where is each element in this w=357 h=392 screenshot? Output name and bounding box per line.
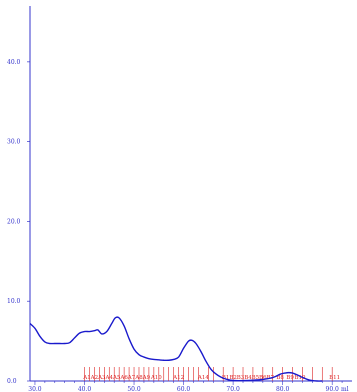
axes <box>27 6 352 385</box>
fraction-label: A14 <box>197 375 209 381</box>
fraction-label: A3 <box>97 375 106 381</box>
absorbance-series-line <box>29 316 323 382</box>
x-tick-label: 70.0 <box>226 386 240 392</box>
x-tick-label: 50.0 <box>127 386 141 392</box>
x-tick-label: 30.0 <box>28 386 42 392</box>
fraction-label: B5 <box>252 375 260 381</box>
fraction-label: B2 <box>229 375 237 381</box>
fraction-label: A1 <box>82 375 90 381</box>
fraction-label: A8 <box>134 375 143 381</box>
fraction-label: A2 <box>90 375 98 381</box>
fraction-label: B10 <box>294 375 306 381</box>
x-tick-label: 60.0 <box>177 386 191 392</box>
fraction-label: A4 <box>105 375 114 381</box>
y-tick-label: 30.0 <box>7 139 21 146</box>
series-layer <box>29 316 323 382</box>
fraction-label: A10 <box>150 375 162 381</box>
fraction-label: B8 <box>276 375 284 381</box>
fraction-label: A6 <box>119 375 128 381</box>
y-tick-label: 20.0 <box>7 218 21 225</box>
x-tick-label: 40.0 <box>78 386 92 392</box>
fraction-label: B1 <box>222 375 230 381</box>
fraction-label: B6 <box>259 375 267 381</box>
fraction-label: A9 <box>142 375 151 381</box>
fraction-label: B4 <box>244 375 252 381</box>
fraction-label: A12 <box>172 375 184 381</box>
y-tick-label: 10.0 <box>7 298 21 305</box>
fraction-label: B11 <box>329 375 340 381</box>
x-tick-label: 90.0 <box>326 386 340 392</box>
fraction-label: B3 <box>237 375 245 381</box>
fraction-label: A5 <box>112 375 121 381</box>
y-tick-label: 0.0 <box>7 378 17 385</box>
x-tick-label: 80.0 <box>276 386 290 392</box>
fraction-label: B9 <box>286 375 294 381</box>
tick-labels: 0.0 10.0 20.0 30.0 40.0 30.0 40.0 50.0 60.0 70.0 8… <box>7 59 349 392</box>
y-tick-label: 40.0 <box>7 59 21 66</box>
fraction-label: A7 <box>127 375 136 381</box>
x-axis-unit: ml <box>341 386 349 392</box>
